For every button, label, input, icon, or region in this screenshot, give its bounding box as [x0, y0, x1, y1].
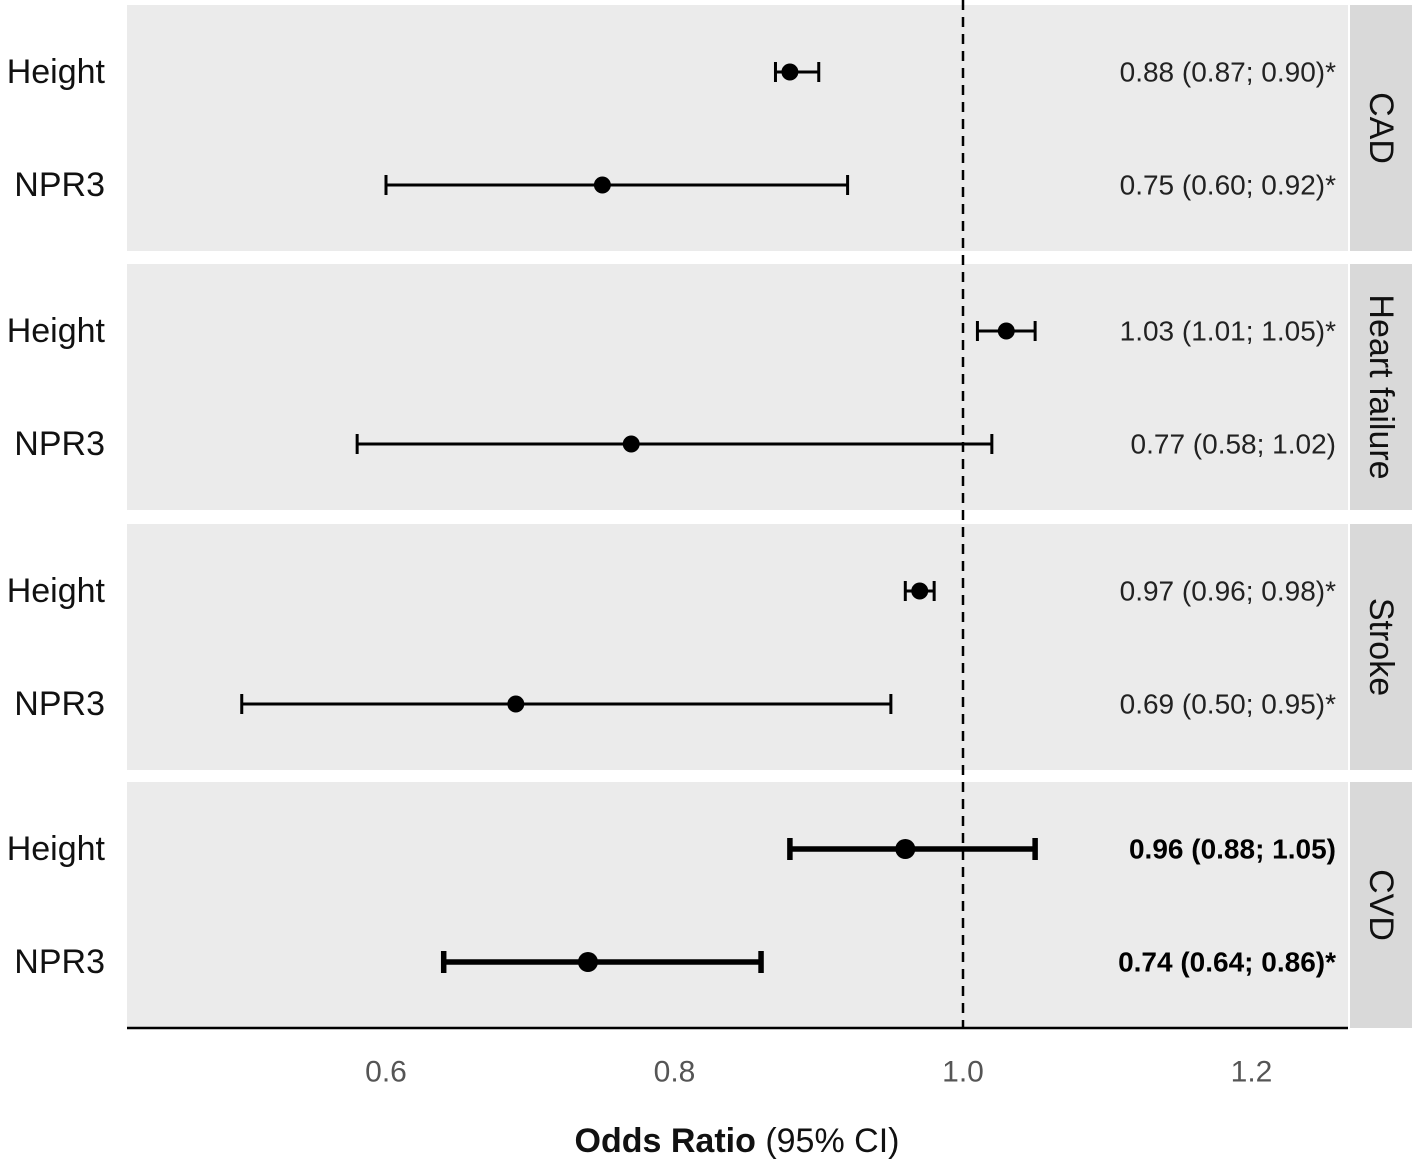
x-axis: 0.6 0.8 1.0 1.2 Odds Ratio (95% CI)	[127, 1026, 1348, 1160]
panel-strip	[1350, 782, 1412, 1028]
estimate-label: 0.74 (0.64; 0.86)*	[1118, 947, 1336, 978]
row-label: NPR3	[14, 425, 105, 463]
estimate-label: 0.96 (0.88; 1.05)	[1129, 834, 1336, 865]
x-tick-label: 1.2	[1231, 1056, 1273, 1089]
estimate-label: 0.69 (0.50; 0.95)*	[1120, 689, 1336, 720]
point-estimate	[622, 435, 640, 453]
row-label: Height	[7, 312, 106, 350]
point-estimate	[577, 952, 598, 972]
x-tick-label: 0.6	[365, 1056, 407, 1089]
estimate-label: 1.03 (1.01; 1.05)*	[1120, 316, 1336, 347]
panel-background	[127, 5, 1348, 251]
row-label: Height	[7, 572, 106, 610]
panel-strip-label: CVD	[1362, 869, 1400, 941]
row-label: NPR3	[14, 943, 105, 981]
point-estimate	[593, 176, 611, 194]
panel-background	[127, 264, 1348, 510]
point-estimate	[507, 695, 525, 713]
panel-strip-label: Stroke	[1362, 598, 1400, 696]
row-label: Height	[7, 53, 106, 91]
row-label: Height	[7, 830, 106, 868]
panel-strip	[1350, 264, 1412, 510]
x-axis-title: Odds Ratio (95% CI)	[575, 1122, 900, 1160]
estimate-label: 0.75 (0.60; 0.92)*	[1120, 170, 1336, 201]
panel-strip	[1350, 5, 1412, 251]
x-tick-label: 0.8	[654, 1056, 696, 1089]
x-tick-label: 1.0	[942, 1056, 984, 1089]
point-estimate	[895, 839, 916, 859]
point-estimate	[781, 63, 799, 81]
estimate-label: 0.77 (0.58; 1.02)	[1131, 429, 1336, 460]
panel-background	[127, 524, 1348, 770]
marks-layer	[240, 0, 1038, 1028]
panel-strip-label: CAD	[1362, 92, 1400, 164]
estimate-label: 0.88 (0.87; 0.90)*	[1120, 57, 1336, 88]
row-label: NPR3	[14, 685, 105, 723]
row-label: NPR3	[14, 166, 105, 204]
panel-strip	[1350, 524, 1412, 770]
panel-background	[127, 782, 1348, 1028]
panel-strip-label: Heart failure	[1362, 294, 1400, 479]
estimate-label: 0.97 (0.96; 0.98)*	[1120, 576, 1336, 607]
panels-layer: CAD Height 0.88 (0.87; 0.90)* NPR3 0.75 (0.6…	[7, 5, 1412, 1028]
point-estimate	[911, 582, 929, 600]
point-estimate	[997, 322, 1015, 340]
